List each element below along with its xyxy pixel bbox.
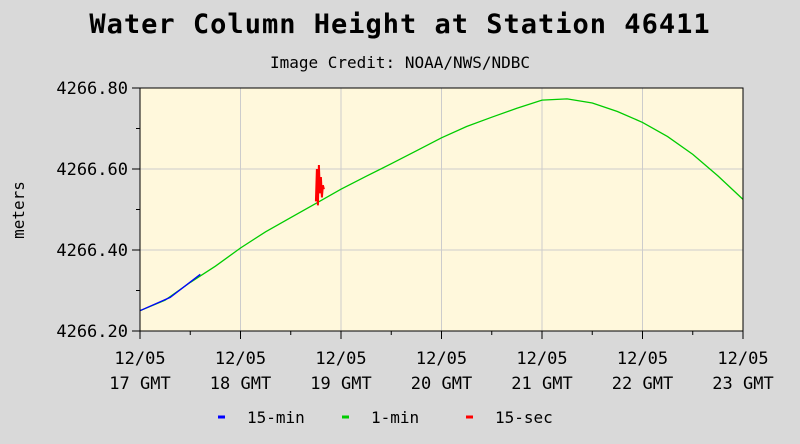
x-tick-time: 18 GMT: [210, 374, 271, 394]
series-line-15-min: [139, 273, 201, 312]
legend: 15-min 1-min 15-sec: [218, 408, 553, 427]
y-tick-label: 4266.60: [56, 160, 128, 180]
chart-subtitle: Image Credit: NOAA/NWS/NDBC: [270, 53, 530, 72]
legend-label: 15-sec: [495, 408, 553, 427]
x-tick-date: 12/05: [416, 349, 467, 369]
series-line-1-min: [139, 98, 744, 312]
y-axis-ticks: 4266.20 4266.40 4266.60 4266.80: [56, 79, 140, 342]
legend-label: 15-min: [247, 408, 305, 427]
y-tick-label: 4266.20: [56, 322, 128, 342]
x-tick-date: 12/05: [516, 349, 567, 369]
x-tick-time: 23 GMT: [712, 374, 773, 394]
x-tick-time: 21 GMT: [511, 374, 572, 394]
x-axis-ticks: 12/05 17 GMT 12/05 18 GMT 12/05 19 GMT 12/05 20…: [109, 331, 774, 394]
x-tick-date: 12/05: [215, 349, 266, 369]
series-line-15-sec: [314, 164, 325, 206]
x-tick-time: 22 GMT: [612, 374, 673, 394]
y-tick-label: 4266.80: [56, 79, 128, 99]
x-tick-time: 17 GMT: [109, 374, 170, 394]
series-layer: [139, 98, 744, 312]
x-tick-date: 12/05: [315, 349, 366, 369]
x-tick-time: 19 GMT: [310, 374, 371, 394]
legend-label: 1-min: [371, 408, 419, 427]
x-tick-time: 20 GMT: [411, 374, 472, 394]
x-tick-date: 12/05: [114, 349, 165, 369]
x-tick-date: 12/05: [617, 349, 668, 369]
chart-title: Water Column Height at Station 46411: [89, 9, 710, 40]
y-tick-label: 4266.40: [56, 241, 128, 261]
y-axis-label: meters: [9, 181, 28, 239]
x-tick-date: 12/05: [717, 349, 768, 369]
